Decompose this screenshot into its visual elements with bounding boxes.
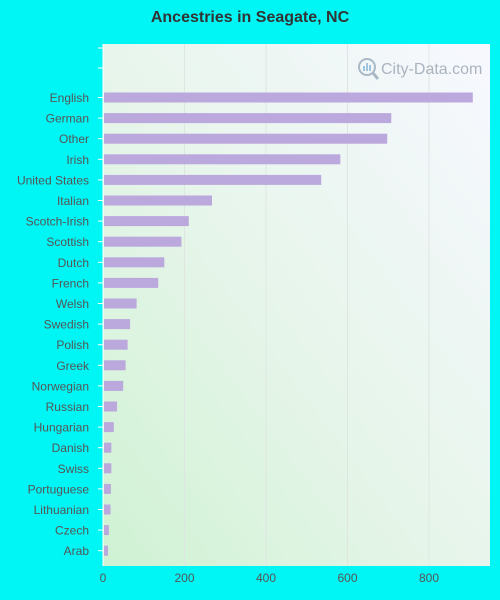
bar <box>104 545 109 556</box>
bar <box>104 319 131 330</box>
bar <box>104 380 124 391</box>
bar <box>104 154 341 165</box>
bar <box>104 422 114 433</box>
category-labels: English German Other Irish United States Ital… <box>17 91 90 558</box>
bars <box>104 92 473 556</box>
watermark: City-Data.com <box>358 58 482 80</box>
x-tick-label: 200 <box>174 571 194 585</box>
category-label: Greek <box>56 359 90 373</box>
plot-background <box>103 44 490 566</box>
category-label: German <box>46 112 89 126</box>
x-tick-label: 800 <box>419 571 439 585</box>
bar <box>104 401 118 412</box>
category-label: Scottish <box>46 235 89 249</box>
bar <box>104 174 322 185</box>
category-label: Welsh <box>56 297 89 311</box>
bar <box>104 257 165 268</box>
x-tick-label: 600 <box>337 571 357 585</box>
category-label: Polish <box>56 338 89 352</box>
chart-title: Ancestries in Seagate, NC <box>150 9 350 26</box>
bar <box>104 339 128 350</box>
x-tick-labels: 0 200 400 600 800 <box>100 571 440 585</box>
category-label: Norwegian <box>32 379 89 393</box>
category-label: United States <box>17 173 89 187</box>
bar <box>104 277 159 288</box>
bar <box>104 113 392 124</box>
magnifier-icon <box>358 58 380 80</box>
category-label: Scotch-Irish <box>26 215 89 229</box>
gridlines <box>184 44 430 566</box>
category-label: Irish <box>66 153 89 167</box>
category-label: French <box>52 276 89 290</box>
bar <box>104 360 126 371</box>
bar <box>104 525 109 536</box>
bar <box>104 216 189 227</box>
category-label: Hungarian <box>34 421 89 435</box>
bar <box>104 92 473 103</box>
bar <box>104 442 112 453</box>
x-tick-label: 0 <box>100 571 107 585</box>
category-label: Dutch <box>58 256 89 270</box>
bar <box>104 463 112 474</box>
category-label: Czech <box>55 524 89 538</box>
category-label: English <box>50 91 89 105</box>
x-tick-label: 400 <box>256 571 276 585</box>
category-label: Lithuanian <box>34 503 89 517</box>
bar <box>104 298 137 309</box>
category-label: Portuguese <box>28 482 90 496</box>
category-label: Russian <box>46 400 89 414</box>
bar <box>104 483 111 494</box>
category-label: Other <box>59 132 89 146</box>
category-label: Arab <box>64 544 90 558</box>
category-label: Swiss <box>58 462 89 476</box>
watermark-text: City-Data.com <box>381 61 482 78</box>
y-axis <box>98 44 104 566</box>
category-label: Danish <box>52 441 89 455</box>
bar <box>104 504 111 515</box>
category-label: Swedish <box>44 318 89 332</box>
bar <box>104 236 182 247</box>
bar <box>104 195 212 206</box>
category-label: Italian <box>57 194 89 208</box>
bar <box>104 133 388 144</box>
